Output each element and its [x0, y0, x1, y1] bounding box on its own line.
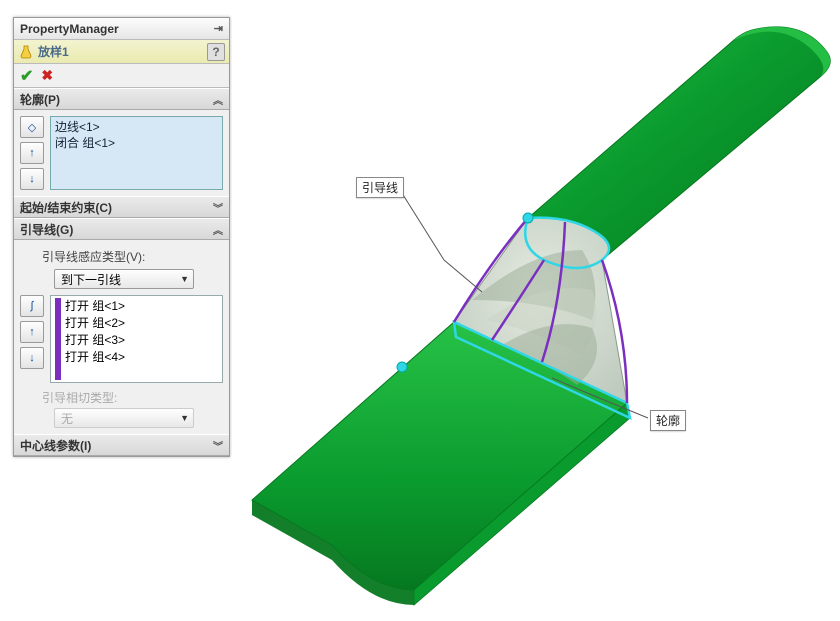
- graphics-viewport[interactable]: 引导线 轮廓: [232, 0, 840, 618]
- list-item[interactable]: 边线<1>: [55, 119, 218, 135]
- cancel-button[interactable]: ✖: [41, 67, 53, 84]
- panel-title-text: PropertyManager: [20, 18, 119, 40]
- ok-cancel-row: ✔ ✖: [14, 64, 229, 88]
- guide-move-up-button[interactable]: ↑: [20, 321, 44, 343]
- loft-icon: [18, 44, 34, 60]
- chevron-down-icon: ▼: [180, 413, 189, 423]
- property-manager-panel: PropertyManager ⇥ 放样1 ? ✔ ✖ 轮廓(P) ︽ ◇ ↑ …: [13, 17, 230, 457]
- guide-curve-icon[interactable]: ∫: [20, 295, 44, 317]
- section-constraints-label: 起始/结束约束(C): [20, 199, 112, 216]
- section-profiles-label: 轮廓(P): [20, 91, 60, 108]
- section-profiles-body: ◇ ↑ ↓ 边线<1> 闭合 组<1>: [14, 110, 229, 196]
- guides-listbox[interactable]: 打开 组<1> 打开 组<2> 打开 组<3> 打开 组<4>: [50, 295, 223, 383]
- section-profiles-head[interactable]: 轮廓(P) ︽: [14, 88, 229, 110]
- guide-move-down-button[interactable]: ↓: [20, 347, 44, 369]
- section-guides-body: 引导线感应类型(V): 到下一引线 ▼ ∫ ↑ ↓ 打开 组<1> 打开 组<2…: [14, 240, 229, 434]
- list-item[interactable]: 打开 组<3>: [65, 332, 125, 349]
- feature-name: 放样1: [38, 43, 69, 60]
- help-button[interactable]: ?: [207, 43, 225, 61]
- list-item[interactable]: 打开 组<2>: [65, 315, 125, 332]
- chevron-down-icon: ︾: [213, 200, 223, 215]
- influence-dropdown[interactable]: 到下一引线 ▼: [54, 269, 194, 289]
- profiles-listbox[interactable]: 边线<1> 闭合 组<1>: [50, 116, 223, 190]
- dropdown-value: 无: [61, 410, 73, 427]
- panel-titlebar: PropertyManager ⇥: [14, 18, 229, 40]
- model-render: [232, 0, 840, 618]
- feature-title-row: 放样1 ?: [14, 40, 229, 64]
- chevron-up-icon: ︽: [213, 92, 223, 107]
- ok-button[interactable]: ✔: [20, 66, 33, 86]
- section-guides-head[interactable]: 引导线(G) ︽: [14, 218, 229, 240]
- chevron-down-icon: ︾: [213, 438, 223, 453]
- section-constraints-head[interactable]: 起始/结束约束(C) ︾: [14, 196, 229, 218]
- list-item[interactable]: 闭合 组<1>: [55, 135, 218, 151]
- move-down-button[interactable]: ↓: [20, 168, 44, 190]
- list-item[interactable]: 打开 组<4>: [65, 349, 125, 366]
- dropdown-value: 到下一引线: [61, 271, 121, 288]
- tangent-dropdown: 无 ▼: [54, 408, 194, 428]
- guide-color-bar: [55, 298, 61, 380]
- chevron-up-icon: ︽: [213, 222, 223, 237]
- tangent-label: 引导相切类型:: [42, 389, 223, 406]
- move-up-button[interactable]: ↑: [20, 142, 44, 164]
- influence-label: 引导线感应类型(V):: [42, 248, 223, 265]
- section-guides-label: 引导线(G): [20, 221, 73, 238]
- pin-icon[interactable]: ⇥: [214, 18, 223, 40]
- section-centerline-label: 中心线参数(I): [20, 437, 91, 454]
- section-centerline-head[interactable]: 中心线参数(I) ︾: [14, 434, 229, 456]
- list-item[interactable]: 打开 组<1>: [65, 298, 125, 315]
- chevron-down-icon: ▼: [180, 274, 189, 284]
- callout-guide: 引导线: [356, 177, 404, 198]
- profile-diamond-icon[interactable]: ◇: [20, 116, 44, 138]
- callout-profile: 轮廓: [650, 410, 686, 431]
